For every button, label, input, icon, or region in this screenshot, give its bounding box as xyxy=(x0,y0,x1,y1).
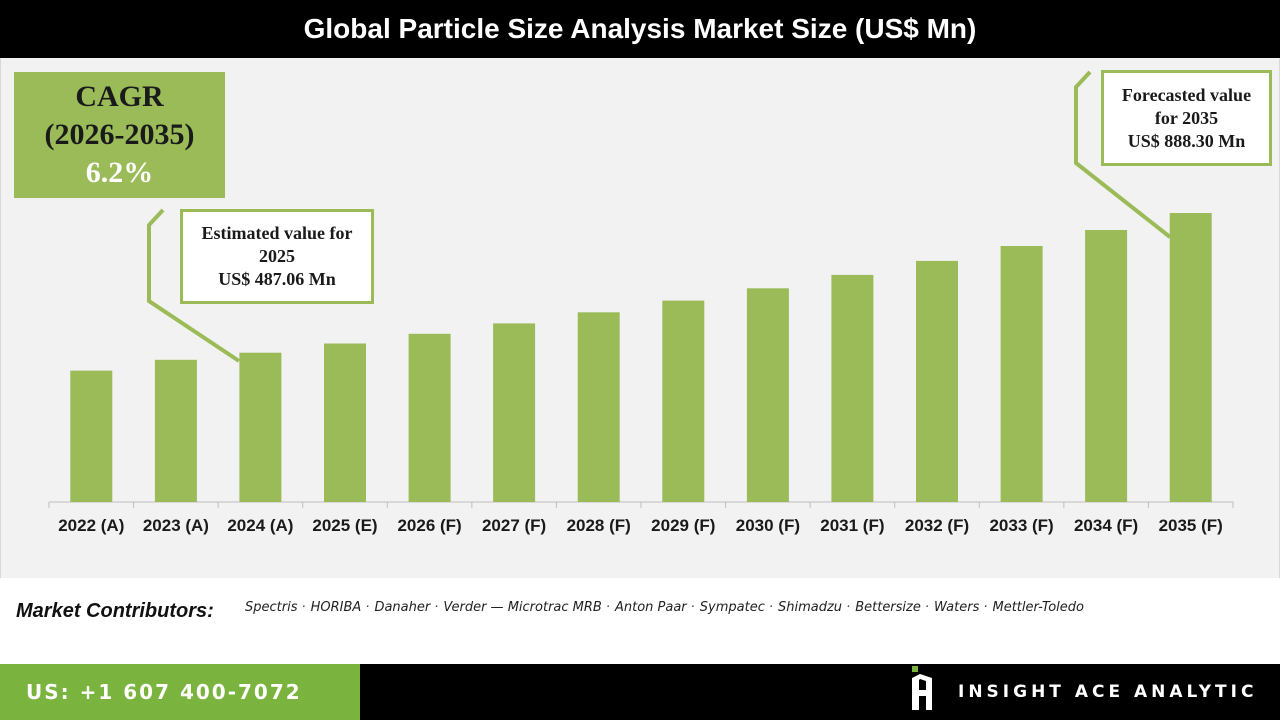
footer-brand-bar: INSIGHT ACE ANALYTIC xyxy=(360,664,1280,720)
contributor-separator: · xyxy=(301,600,306,615)
x-tick-label: 2033 (F) xyxy=(989,516,1053,535)
chart-title: Global Particle Size Analysis Market Siz… xyxy=(0,0,1280,58)
callout-connector-2025 xyxy=(147,208,241,363)
contributor-item: Spectris xyxy=(245,600,298,615)
bars-group xyxy=(48,213,1234,508)
forecasted-value-callout: Forecasted value for 2035 US$ 888.30 Mn xyxy=(1101,70,1272,166)
x-tick-label: 2029 (F) xyxy=(651,516,715,535)
x-tick-label: 2028 (F) xyxy=(567,516,631,535)
x-tick-label: 2023 (A) xyxy=(143,516,209,535)
cagr-label: CAGR xyxy=(75,80,164,113)
x-tick-label: 2032 (F) xyxy=(905,516,969,535)
contributors-list: Spectris · HORIBA · Danaher · Verder — Microtr… xyxy=(245,600,1088,615)
callout-connector-2035 xyxy=(1074,70,1172,239)
estimated-value-callout: Estimated value for 2025 US$ 487.06 Mn xyxy=(180,209,374,304)
x-tick-label: 2025 (E) xyxy=(312,516,377,535)
x-tick-label: 2030 (F) xyxy=(736,516,800,535)
bar-2031-f xyxy=(831,274,874,502)
contributor-separator: · xyxy=(983,600,988,615)
x-tick-label: 2027 (F) xyxy=(482,516,546,535)
contributor-separator: · xyxy=(846,600,851,615)
bar-2029-f xyxy=(662,300,705,502)
cagr-box: CAGR (2026-2035) 6.2% xyxy=(14,72,225,198)
contributor-separator: · xyxy=(924,600,930,615)
x-tick-label: 2026 (F) xyxy=(397,516,461,535)
x-tick-label: 2035 (F) xyxy=(1159,516,1223,535)
callout-2025-line3: US$ 487.06 Mn xyxy=(218,269,336,289)
bar-2033-f xyxy=(1000,246,1043,502)
callout-2035-line1: Forecasted value xyxy=(1121,84,1252,105)
bar-2032-f xyxy=(916,260,958,502)
contributor-item: Bettersize xyxy=(855,600,921,615)
bar-2035-f xyxy=(1169,213,1212,502)
callout-2025-line1: Estimated value for xyxy=(201,223,353,243)
x-tick-label: 2024 (A) xyxy=(227,516,293,535)
contributor-separator: · xyxy=(434,600,439,615)
cagr-period: (2026-2035) xyxy=(44,118,195,151)
contributor-item: Verder — Microtrac MRB xyxy=(443,600,602,615)
bar-2022-a xyxy=(70,370,113,502)
bar-chart: 2022 (A) 2023 (A) 2024 (A) 2025 (E) 2026 (F)… xyxy=(48,70,1234,535)
chart-area: 2022 (A) 2023 (A) 2024 (A) 2025 (E) 2026 (F)… xyxy=(0,58,1280,578)
x-tick-label: 2034 (F) xyxy=(1074,516,1138,535)
callout-2035-line3: US$ 888.30 Mn xyxy=(1127,130,1246,151)
bar-2034-f xyxy=(1085,230,1128,502)
bar-2024-a xyxy=(239,352,282,502)
bar-2023-a xyxy=(154,359,197,502)
contributor-separator: · xyxy=(365,600,370,615)
contributor-separator: · xyxy=(605,600,610,615)
footer-phone: US: +1 607 400-7072 xyxy=(0,664,360,720)
bar-2030-f xyxy=(746,288,789,502)
bar-2027-f xyxy=(493,323,536,502)
cagr-value: 6.2% xyxy=(85,156,154,189)
bar-2028-f xyxy=(577,312,620,502)
contributor-item: Shimadzu xyxy=(778,600,843,615)
brand-name: INSIGHT ACE ANALYTIC xyxy=(958,682,1258,702)
contributor-item: Anton Paar xyxy=(614,600,687,615)
contributor-item: Sympatec xyxy=(699,600,765,615)
callout-connectors xyxy=(147,70,1172,363)
callout-2035-line2: for 2035 xyxy=(1154,107,1219,128)
market-contributors-row: Market Contributors: Spectris · HORIBA · Dan… xyxy=(0,578,1280,664)
contributor-item: Mettler-Toledo xyxy=(992,600,1084,615)
bar-2025-e xyxy=(324,343,366,502)
contributor-separator: · xyxy=(690,600,695,615)
contributor-item: Waters xyxy=(934,600,980,615)
x-tick-labels: 2022 (A) 2023 (A) 2024 (A) 2025 (E) 2026 (F)… xyxy=(58,516,1223,535)
bar-2026-f xyxy=(408,333,451,502)
insight-ace-logo-icon xyxy=(912,666,932,710)
contributor-item: Danaher xyxy=(374,600,431,615)
x-tick-label: 2031 (F) xyxy=(820,516,884,535)
contributor-separator: · xyxy=(768,600,773,615)
callout-2025-line2: 2025 xyxy=(259,246,295,266)
contributor-item: HORIBA xyxy=(310,600,362,615)
x-tick-label: 2022 (A) xyxy=(58,516,124,535)
contributors-label: Market Contributors: xyxy=(16,600,214,622)
